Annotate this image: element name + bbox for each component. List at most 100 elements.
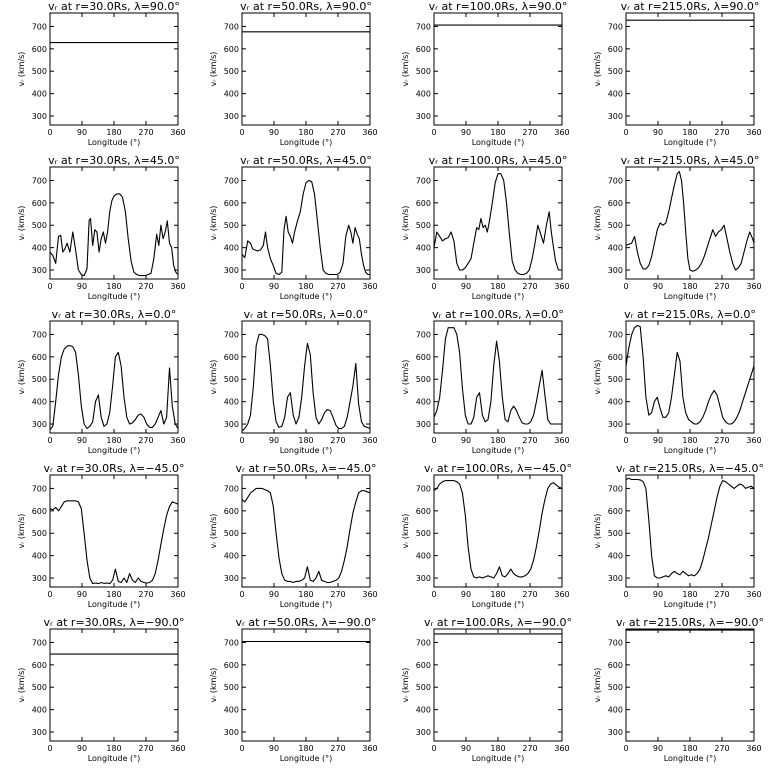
y-tick-label: 500 xyxy=(416,683,431,692)
x-tick-label: 270 xyxy=(714,436,729,445)
y-tick-label: 600 xyxy=(32,45,47,54)
y-tick-label: 500 xyxy=(32,683,47,692)
x-tick-label: 180 xyxy=(682,590,697,599)
y-axis-label: vᵣ (km/s) xyxy=(209,668,218,703)
panel-15: vᵣ at r=215.0Rs, λ=−45.0° 0 90 180 270 360 300… xyxy=(593,462,764,609)
y-tick-label: 300 xyxy=(608,728,623,737)
y-tick-label: 300 xyxy=(32,266,47,275)
y-tick-label: 600 xyxy=(416,661,431,670)
y-tick-label: 400 xyxy=(32,244,47,253)
series-line xyxy=(626,477,754,579)
x-axis-label: Longitude (°) xyxy=(280,600,333,609)
y-tick-label: 400 xyxy=(416,398,431,407)
plot-frame xyxy=(241,12,371,126)
y-tick-label: 400 xyxy=(224,90,239,99)
y-tick-label: 600 xyxy=(32,661,47,670)
x-axis-label: Longitude (°) xyxy=(664,292,717,301)
x-tick-label: 270 xyxy=(138,590,153,599)
x-tick-label: 90 xyxy=(269,282,279,291)
y-tick-label: 600 xyxy=(224,661,239,670)
x-tick-label: 0 xyxy=(431,128,436,137)
panel-title: vᵣ at r=50.0Rs, λ=90.0° xyxy=(240,0,372,13)
panel-title: vᵣ at r=30.0Rs, λ=−45.0° xyxy=(44,462,185,475)
x-tick-label: 90 xyxy=(461,282,471,291)
x-tick-label: 270 xyxy=(714,590,729,599)
y-tick-label: 300 xyxy=(32,420,47,429)
panel-title: vᵣ at r=100.0Rs, λ=−45.0° xyxy=(424,462,572,475)
y-axis-label: vᵣ (km/s) xyxy=(209,360,218,395)
x-tick-label: 270 xyxy=(138,436,153,445)
y-axis-label: vᵣ (km/s) xyxy=(209,514,218,549)
y-tick-label: 700 xyxy=(416,484,431,493)
y-axis-label: vᵣ (km/s) xyxy=(209,52,218,87)
x-tick-label: 180 xyxy=(298,282,313,291)
x-tick-label: 0 xyxy=(47,590,52,599)
x-tick-label: 0 xyxy=(431,436,436,445)
panel-16: vᵣ at r=30.0Rs, λ=−90.0° 0 90 180 270 360 300 4… xyxy=(17,616,186,763)
y-tick-label: 400 xyxy=(32,706,47,715)
y-tick-label: 500 xyxy=(32,375,47,384)
panel-title: vᵣ at r=50.0Rs, λ=0.0° xyxy=(244,308,369,321)
panel-9: vᵣ at r=50.0Rs, λ=0.0° 0 90 180 270 360 300 400… xyxy=(209,308,378,455)
plot-frame xyxy=(625,12,755,126)
y-tick-label: 600 xyxy=(224,45,239,54)
y-tick-label: 300 xyxy=(416,420,431,429)
x-axis-label: Longitude (°) xyxy=(88,754,141,763)
y-tick-label: 700 xyxy=(416,330,431,339)
y-tick-label: 600 xyxy=(608,199,623,208)
y-tick-label: 500 xyxy=(608,683,623,692)
y-tick-label: 300 xyxy=(32,574,47,583)
x-tick-label: 0 xyxy=(431,590,436,599)
x-tick-label: 180 xyxy=(682,128,697,137)
x-tick-label: 360 xyxy=(170,128,185,137)
x-tick-label: 180 xyxy=(682,744,697,753)
x-tick-label: 0 xyxy=(431,282,436,291)
y-tick-label: 500 xyxy=(224,683,239,692)
panel-19: vᵣ at r=215.0Rs, λ=−90.0° 0 90 180 270 360 300… xyxy=(593,616,764,763)
y-tick-label: 600 xyxy=(32,507,47,516)
y-tick-label: 700 xyxy=(608,638,623,647)
panel-3: vᵣ at r=215.0Rs, λ=90.0° 0 90 180 270 360 300 4… xyxy=(593,0,762,147)
x-tick-label: 90 xyxy=(653,744,663,753)
x-tick-label: 360 xyxy=(746,590,761,599)
y-axis-label: vᵣ (km/s) xyxy=(401,52,410,87)
panel-17: vᵣ at r=50.0Rs, λ=−90.0° 0 90 180 270 360 300 4… xyxy=(209,616,378,763)
y-tick-label: 500 xyxy=(32,529,47,538)
x-axis-label: Longitude (°) xyxy=(280,754,333,763)
x-tick-label: 180 xyxy=(106,436,121,445)
plot-frame xyxy=(49,12,179,126)
x-tick-label: 360 xyxy=(170,436,185,445)
plot-frame xyxy=(241,628,371,742)
y-axis-label: vᵣ (km/s) xyxy=(17,514,26,549)
y-tick-label: 700 xyxy=(32,22,47,31)
panel-title: vᵣ at r=215.0Rs, λ=0.0° xyxy=(624,308,756,321)
panel-title: vᵣ at r=30.0Rs, λ=90.0° xyxy=(48,0,180,13)
plot-frame xyxy=(433,166,563,280)
x-tick-label: 270 xyxy=(138,128,153,137)
y-tick-label: 400 xyxy=(608,398,623,407)
y-tick-label: 400 xyxy=(416,244,431,253)
y-tick-label: 300 xyxy=(224,574,239,583)
x-tick-label: 0 xyxy=(239,436,244,445)
x-tick-label: 180 xyxy=(490,744,505,753)
plot-frame xyxy=(49,166,179,280)
panel-13: vᵣ at r=50.0Rs, λ=−45.0° 0 90 180 270 360 300 4… xyxy=(209,462,378,609)
y-tick-label: 700 xyxy=(608,484,623,493)
x-tick-label: 180 xyxy=(682,436,697,445)
series-line xyxy=(626,170,754,272)
y-tick-label: 700 xyxy=(32,330,47,339)
y-tick-label: 600 xyxy=(224,199,239,208)
panel-title: vᵣ at r=215.0Rs, λ=45.0° xyxy=(621,154,760,167)
x-tick-label: 90 xyxy=(653,128,663,137)
x-tick-label: 90 xyxy=(77,282,87,291)
y-tick-label: 400 xyxy=(224,398,239,407)
y-tick-label: 300 xyxy=(608,266,623,275)
panel-title: vᵣ at r=50.0Rs, λ=45.0° xyxy=(240,154,372,167)
y-tick-label: 300 xyxy=(416,266,431,275)
y-tick-label: 500 xyxy=(416,529,431,538)
panel-2: vᵣ at r=100.0Rs, λ=90.0° 0 90 180 270 360 300 4… xyxy=(401,0,570,147)
panel-8: vᵣ at r=30.0Rs, λ=0.0° 0 90 180 270 360 300 400… xyxy=(17,308,186,455)
x-tick-label: 270 xyxy=(714,282,729,291)
plot-frame xyxy=(625,320,755,434)
